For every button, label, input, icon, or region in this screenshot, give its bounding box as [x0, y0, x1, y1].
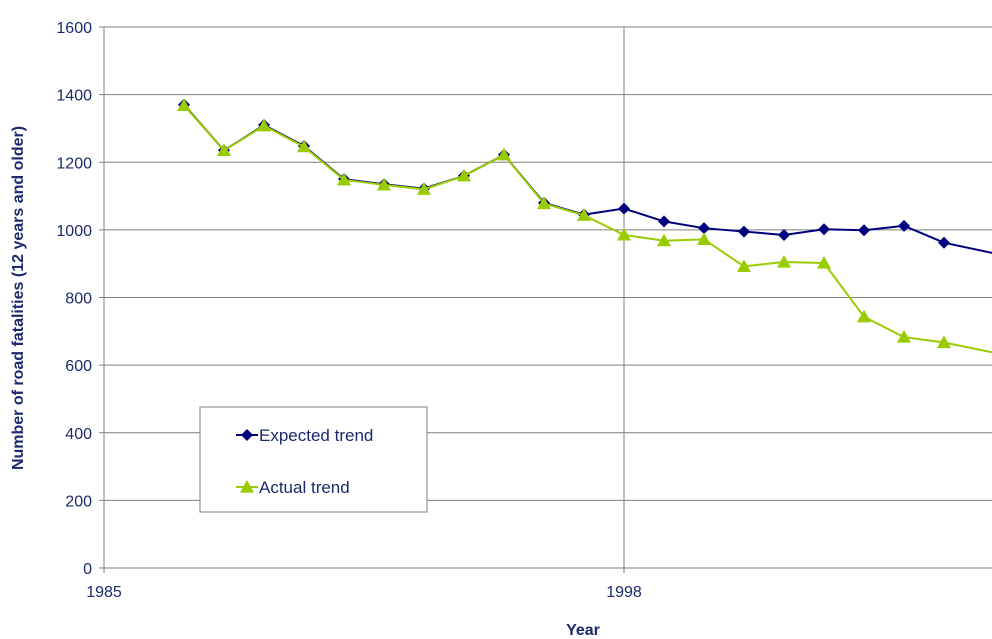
- data-point: [457, 168, 471, 182]
- legend-label: Actual trend: [259, 478, 350, 497]
- data-point: [497, 147, 511, 161]
- data-point: [898, 219, 910, 232]
- y-tick-label: 400: [65, 426, 92, 443]
- y-tick-labels: 0 200 400 600 800 1000 1200 1400 1600: [56, 20, 104, 578]
- legend-label: Expected trend: [259, 426, 373, 445]
- data-point: [537, 196, 551, 210]
- legend-entry: Actual trend: [236, 478, 350, 497]
- series-layer: [177, 98, 992, 354]
- x-tick-label: 1985: [86, 584, 122, 601]
- x-tick-label: 1998: [606, 584, 642, 601]
- y-tick-label: 1200: [56, 155, 92, 172]
- y-tick-label: 0: [83, 561, 92, 578]
- data-point: [297, 139, 311, 153]
- series-actual-trend: [177, 98, 992, 354]
- data-point: [737, 259, 751, 272]
- data-point: [698, 222, 710, 235]
- data-point: [818, 223, 830, 236]
- data-point: [697, 232, 711, 245]
- x-tick-labels: 1985 1998: [86, 568, 642, 601]
- data-point: [937, 335, 951, 349]
- y-tick-label: 800: [65, 291, 92, 308]
- data-point: [617, 227, 631, 241]
- y-tick-label: 1000: [56, 223, 92, 240]
- y-axis-title: Number of road fatalities (12 years and …: [10, 126, 27, 470]
- data-point: [377, 177, 391, 191]
- data-point: [618, 202, 630, 215]
- data-point: [778, 228, 790, 241]
- x-axis-title: Year: [566, 622, 600, 639]
- data-point: [577, 208, 591, 221]
- data-point: [337, 172, 351, 186]
- legend-marker: [240, 480, 254, 493]
- y-tick-label: 200: [65, 493, 92, 510]
- y-tick-label: 1400: [56, 88, 92, 105]
- data-point: [658, 215, 670, 228]
- legend-entry: Expected trend: [236, 426, 373, 445]
- data-point: [217, 143, 231, 157]
- data-point: [938, 236, 950, 249]
- data-point: [177, 98, 191, 112]
- y-tick-label: 600: [65, 358, 92, 375]
- data-point: [417, 182, 431, 195]
- series-line: [183, 104, 992, 254]
- legend: Expected trend Actual trend: [199, 406, 428, 513]
- data-point: [897, 330, 911, 343]
- data-point: [857, 309, 871, 323]
- data-point: [738, 225, 750, 238]
- legend-box: [199, 406, 428, 513]
- data-point: [657, 233, 671, 247]
- data-point: [777, 254, 791, 268]
- y-tick-label: 1600: [56, 20, 92, 37]
- data-point: [817, 256, 831, 269]
- data-point: [858, 224, 870, 237]
- legend-marker: [241, 429, 253, 441]
- data-point: [257, 118, 271, 132]
